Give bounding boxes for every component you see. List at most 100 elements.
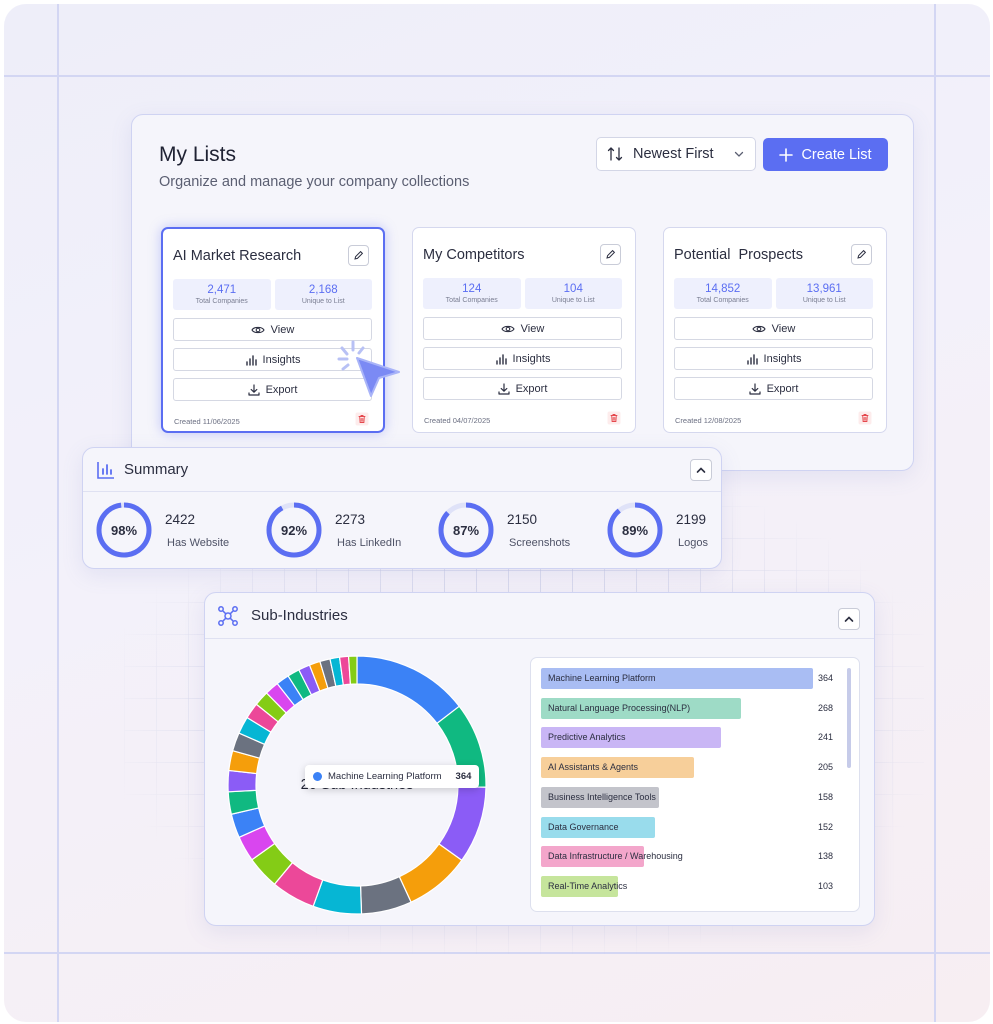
list-name: My Competitors	[423, 247, 525, 263]
export-button[interactable]: Export	[674, 377, 873, 400]
summary-metric: 98% 2422 Has Website	[95, 501, 255, 561]
bar-fill	[541, 786, 660, 808]
metric-caption: Has Website	[167, 537, 230, 549]
bar-value: 241	[818, 732, 834, 743]
bar-row[interactable]: Data Infrastructure / Warehousing 138	[541, 846, 851, 868]
list-stats: 124 Total Companies 104 Unique to List	[423, 278, 622, 309]
list-card[interactable]: Potential Prospects 14,852 Total Companies…	[663, 227, 887, 433]
progress-ring-fill	[266, 502, 322, 558]
export-label: Export	[515, 382, 548, 395]
bar-fill	[541, 668, 813, 689]
metric-value: 2150	[507, 512, 538, 527]
stat-box: 14,852 Total Companies	[674, 278, 772, 309]
bar-fill	[541, 875, 618, 897]
bar-value: 268	[818, 702, 834, 713]
bar-row[interactable]: AI Assistants & Agents 205	[541, 757, 851, 779]
list-card[interactable]: AI Market Research 2,471 Total Companies 2,…	[161, 227, 385, 433]
stat-caption: Total Companies	[195, 298, 248, 305]
progress-ring-fill	[607, 502, 663, 558]
metric-caption: Logos	[678, 537, 708, 549]
bar-value: 152	[818, 821, 834, 832]
sub-industries-collapse-button[interactable]	[838, 608, 860, 630]
view-button[interactable]: View	[423, 317, 622, 340]
export-label: Export	[766, 382, 799, 395]
stat-box: 2,471 Total Companies	[173, 279, 271, 310]
bar-fill	[541, 757, 695, 779]
bar-row[interactable]: Natural Language Processing(NLP) 268	[541, 697, 851, 719]
trash-icon	[607, 411, 621, 425]
stat-caption: Unique to List	[551, 297, 595, 304]
view-button[interactable]: View	[674, 317, 873, 340]
donut-segment[interactable]	[347, 655, 358, 685]
tooltip-label: Machine Learning Platform	[328, 771, 442, 782]
insights-label: Insights	[512, 352, 551, 365]
create-list-label: Create List	[801, 146, 872, 163]
summary-collapse-button[interactable]	[690, 459, 712, 481]
stat-caption: Total Companies	[696, 297, 749, 304]
sub-industries-bar-list[interactable]: Machine Learning Platform 364 Natural Lang…	[530, 657, 860, 912]
progress-ring	[266, 502, 322, 558]
list-name: AI Market Research	[173, 248, 302, 264]
insights-button[interactable]: Insights	[423, 347, 622, 370]
bar-row[interactable]: Data Governance 152	[541, 816, 851, 838]
export-button[interactable]: Export	[423, 377, 622, 400]
delete-button[interactable]	[355, 412, 369, 426]
bar-label: Real-Time Analytics	[548, 880, 628, 891]
bar-value: 158	[818, 791, 834, 802]
bar-value: 205	[818, 762, 834, 773]
sort-icon	[607, 147, 623, 161]
chart-tooltip: Machine Learning Platform 364	[305, 765, 480, 788]
summary-header: Summary	[83, 448, 721, 492]
stat-value: 104	[563, 283, 583, 295]
delete-button[interactable]	[858, 411, 872, 425]
insights-button[interactable]: Insights	[173, 348, 372, 371]
progress-ring	[438, 502, 494, 558]
edit-button[interactable]	[851, 244, 872, 265]
page-title: My Lists	[159, 143, 237, 166]
insights-label: Insights	[763, 352, 802, 365]
created-date: Created 04/07/2025	[424, 416, 491, 425]
bar-value: 364	[818, 673, 834, 683]
sort-dropdown[interactable]: Newest First	[596, 137, 756, 171]
bar-row[interactable]: Predictive Analytics 241	[541, 727, 851, 749]
export-button[interactable]: Export	[173, 378, 372, 401]
bar-row[interactable]: Machine Learning Platform 364	[541, 668, 851, 689]
grid-line	[4, 75, 990, 77]
create-list-button[interactable]: Create List	[763, 138, 888, 171]
bar-label: Data Infrastructure / Warehousing	[548, 851, 683, 862]
trash-icon	[858, 411, 872, 425]
list-stats: 2,471 Total Companies 2,168 Unique to List	[173, 279, 372, 310]
cursor-pointer-icon	[337, 340, 400, 397]
download-icon	[247, 383, 260, 396]
bar-fill	[541, 727, 722, 749]
stat-caption: Total Companies	[445, 297, 498, 304]
stat-value: 2,471	[207, 284, 237, 296]
summary-panel: Summary 98% 2422 Has Website 92% 2273 Has Lin…	[82, 447, 722, 569]
list-card[interactable]: My Competitors 124 Total Companies 104 Uniqu…	[412, 227, 636, 433]
grid-line	[934, 4, 936, 1022]
pencil-icon	[857, 249, 867, 259]
bar-row[interactable]: Real-Time Analytics 103	[541, 875, 851, 897]
scrollbar[interactable]	[847, 668, 851, 768]
metric-percent: 98%	[110, 522, 138, 538]
bar-row[interactable]: Business Intelligence Tools 158	[541, 786, 851, 808]
stat-box: 2,168 Unique to List	[274, 279, 372, 310]
delete-button[interactable]	[607, 411, 621, 425]
view-button[interactable]: View	[173, 318, 372, 341]
summary-metric: 89% 2199 Logos	[606, 501, 766, 561]
download-icon	[748, 382, 761, 395]
bar-label: Predictive Analytics	[548, 732, 626, 743]
insights-icon	[746, 353, 758, 365]
chevron-up-icon	[696, 467, 706, 473]
bar-label: Business Intelligence Tools	[548, 791, 656, 802]
sub-industries-donut-chart[interactable]: 26 Sub Industries Machine Learning Platf…	[227, 655, 487, 915]
stat-value: 14,852	[705, 283, 741, 295]
stat-caption: Unique to List	[301, 298, 345, 305]
edit-button[interactable]	[600, 244, 621, 265]
insights-icon	[245, 354, 257, 366]
insights-button[interactable]: Insights	[674, 347, 873, 370]
bar-label: Natural Language Processing(NLP)	[548, 702, 691, 713]
stat-box: 104 Unique to List	[524, 278, 622, 309]
edit-button[interactable]	[348, 245, 369, 266]
bar-fill	[541, 816, 655, 838]
